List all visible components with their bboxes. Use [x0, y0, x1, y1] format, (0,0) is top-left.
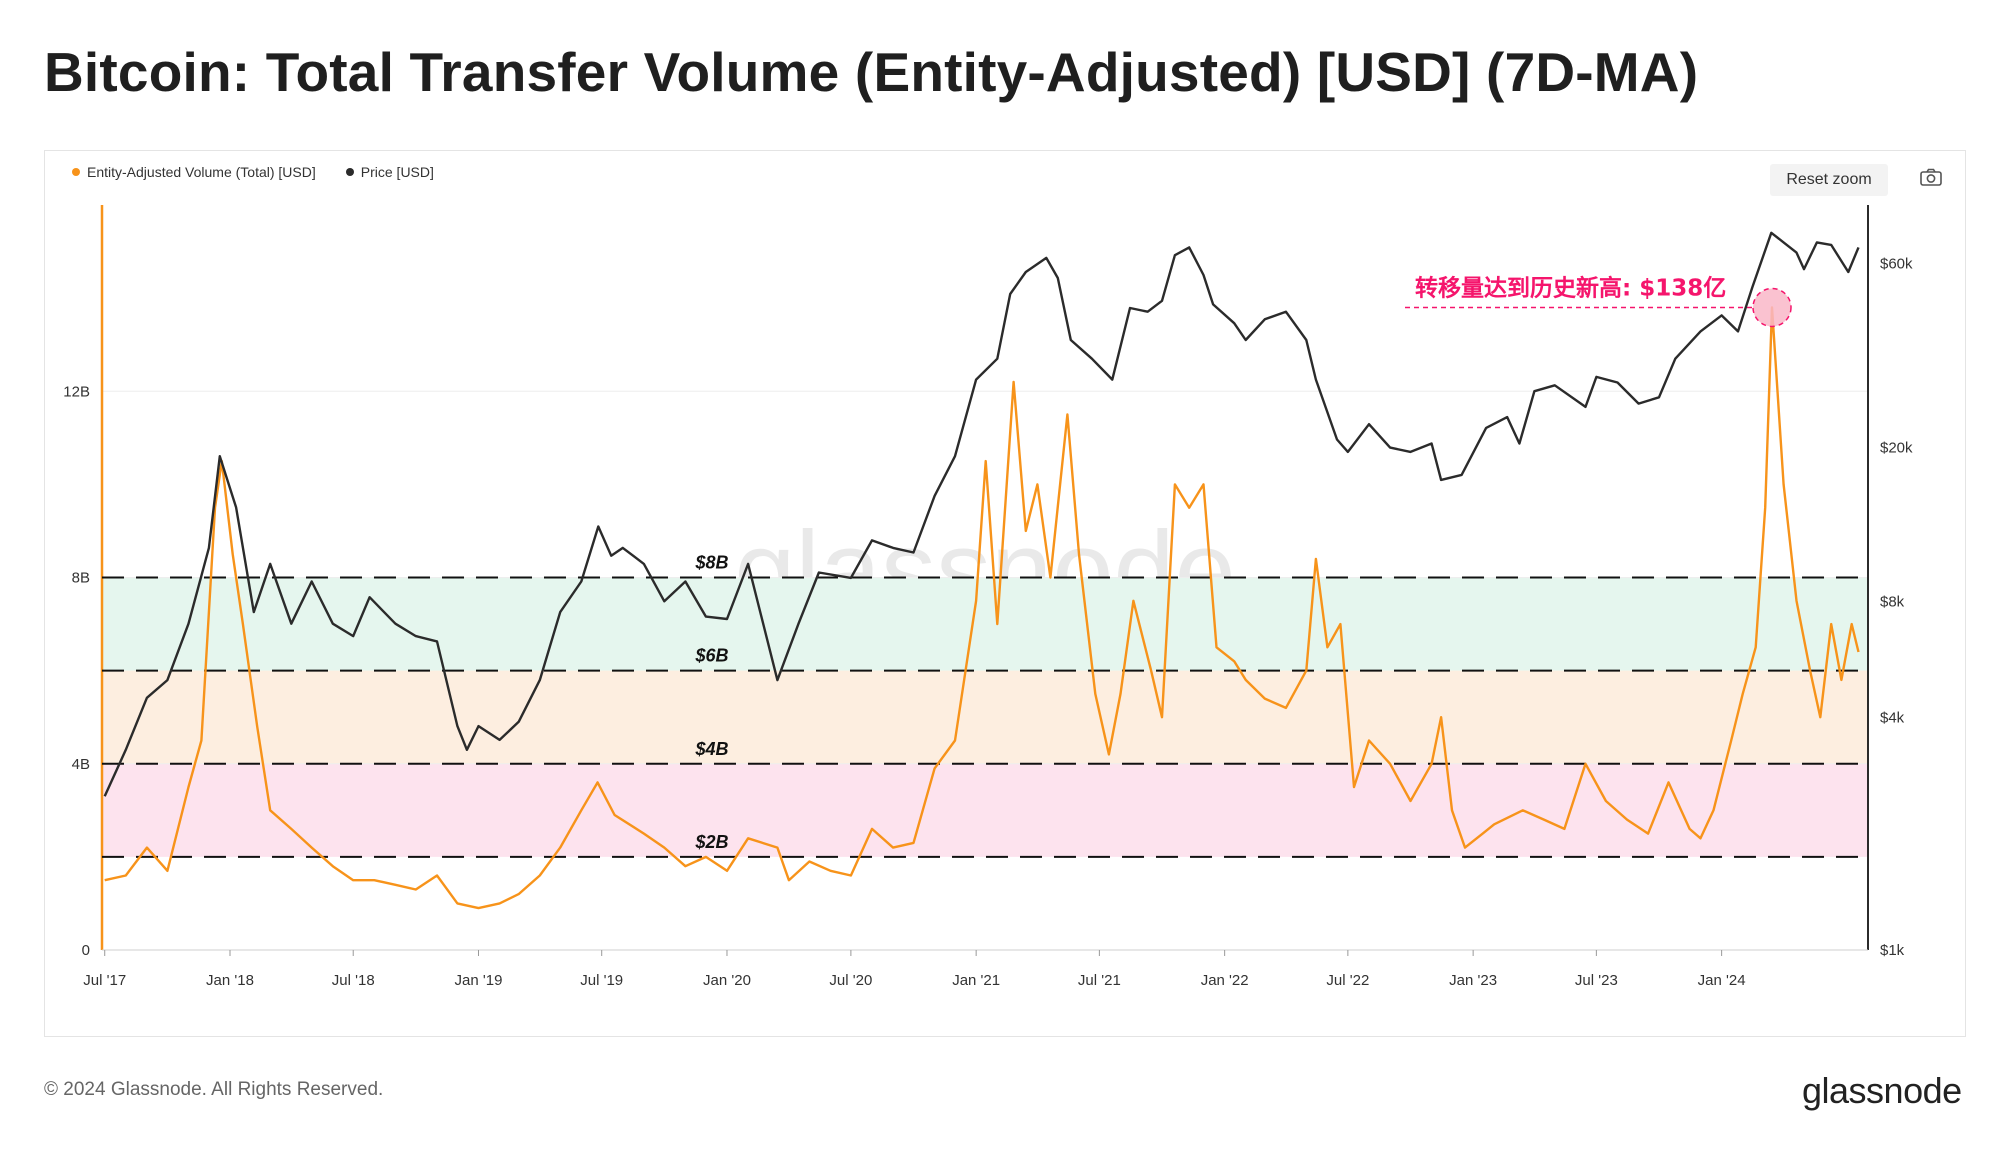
- x-tick-label: Jul '20: [829, 972, 872, 989]
- footer-copyright: © 2024 Glassnode. All Rights Reserved.: [44, 1079, 384, 1100]
- legend-volume-dot: [72, 168, 80, 176]
- legend-price-label: Price [USD]: [360, 164, 434, 180]
- x-tick-label: Jul '22: [1326, 972, 1369, 989]
- y-left-tick-label: 0: [82, 942, 90, 959]
- reset-zoom-button[interactable]: Reset zoom: [1770, 164, 1888, 196]
- x-tick-label: Jan '23: [1449, 972, 1497, 989]
- level-label: $8B: [694, 553, 728, 573]
- level-band-0: [102, 577, 1868, 671]
- x-tick-label: Jan '22: [1201, 972, 1249, 989]
- y-right-tick-label: $60k: [1880, 255, 1913, 272]
- y-left-tick-label: 12B: [63, 383, 90, 400]
- x-tick-label: Jul '21: [1078, 972, 1121, 989]
- volume-series-line: [104, 306, 1860, 910]
- glassnode-logo: glassnode: [1802, 1070, 1962, 1111]
- x-tick-label: Jan '19: [455, 972, 503, 989]
- x-tick-label: Jan '20: [703, 972, 751, 989]
- camera-icon[interactable]: [1920, 168, 1942, 186]
- y-right-tick-label: $4k: [1880, 710, 1905, 727]
- price-series-line: [103, 231, 1860, 797]
- page-title: Bitcoin: Total Transfer Volume (Entity-A…: [44, 41, 1699, 103]
- level-band-2: [102, 763, 1868, 857]
- x-tick-label: Jan '24: [1698, 972, 1746, 989]
- y-left-tick-label: 8B: [72, 570, 90, 587]
- level-label: $2B: [694, 832, 728, 852]
- level-label: $4B: [694, 739, 728, 759]
- x-tick-label: Jul '19: [580, 972, 623, 989]
- level-band-1: [102, 670, 1868, 764]
- x-tick-label: Jul '23: [1575, 972, 1618, 989]
- x-tick-label: Jul '18: [332, 972, 375, 989]
- legend-item-price[interactable]: Price [USD]: [345, 164, 434, 180]
- y-right-tick-label: $20k: [1880, 440, 1913, 457]
- legend-item-volume[interactable]: Entity-Adjusted Volume (Total) [USD]: [72, 164, 316, 180]
- y-left-tick-label: 4B: [72, 756, 90, 773]
- x-tick-label: Jan '18: [206, 972, 254, 989]
- y-right-tick-label: $1k: [1880, 942, 1905, 959]
- chart-legend: Entity-Adjusted Volume (Total) [USD] Pri…: [72, 164, 434, 180]
- annotation-label: 转移量达到历史新高: $138亿: [1415, 274, 1726, 301]
- x-tick-label: Jul '17: [83, 972, 126, 989]
- annotation-circle: [1752, 287, 1792, 328]
- level-label: $6B: [694, 646, 728, 666]
- x-tick-label: Jan '21: [952, 972, 1000, 989]
- legend-volume-label: Entity-Adjusted Volume (Total) [USD]: [87, 164, 316, 180]
- legend-price-dot: [345, 168, 354, 176]
- y-right-tick-label: $8k: [1880, 593, 1905, 610]
